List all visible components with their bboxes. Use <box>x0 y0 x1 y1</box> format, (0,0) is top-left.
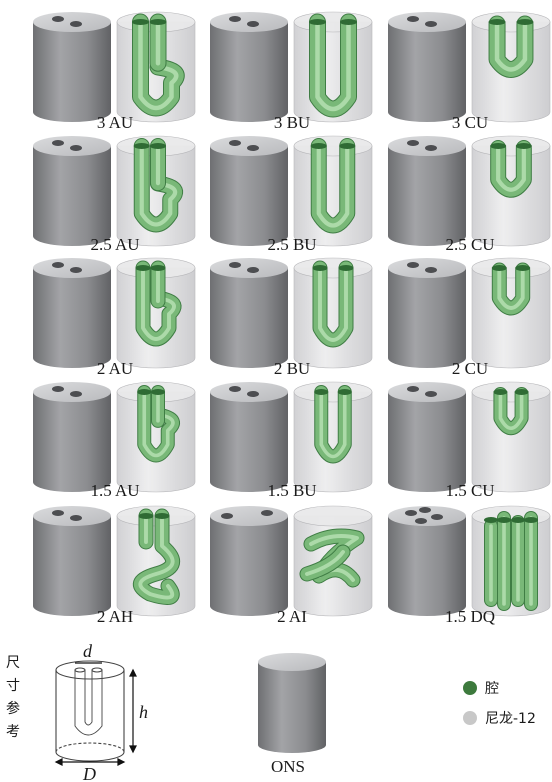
cell-15cu: 1.5 CU <box>388 381 551 500</box>
cell-label: 2.5 BU <box>267 235 316 254</box>
cell-label: 2 AH <box>97 607 133 626</box>
cells-layer: 3 AU 3 BU 3 CU 2.5 AU 2.5 BU 2.5 CU 2 AU 2 BU 2 … <box>33 11 551 626</box>
cell-label: 3 BU <box>274 113 310 132</box>
dim-title-char-3: 参 <box>6 700 20 717</box>
dim-title-char-2: 寸 <box>6 678 20 694</box>
cell-2bu: 2 BU <box>210 257 373 378</box>
cavity-tube <box>132 13 185 117</box>
solid-cylinder <box>388 258 466 368</box>
cavity-tube <box>488 15 534 78</box>
dimension-sketch-cylinder <box>55 660 125 762</box>
cavity-tube <box>493 387 529 436</box>
transparent-cylinder <box>471 381 551 493</box>
solid-cylinder <box>33 382 111 492</box>
cavity-tube <box>133 508 180 606</box>
solid-cylinder <box>210 258 288 368</box>
cell-25bu: 2.5 BU <box>210 135 373 254</box>
dim-D-label: D <box>82 764 96 782</box>
legend-swatch-cavity <box>463 681 477 695</box>
solid-cylinder <box>210 506 288 616</box>
cavity-tube <box>137 385 180 463</box>
cell-25cu: 2.5 CU <box>388 135 551 254</box>
dim-h-label: h <box>139 702 148 722</box>
cell-3cu: 3 CU <box>388 11 551 132</box>
cavity-tube <box>312 260 354 348</box>
cavity-tube <box>135 260 182 347</box>
solid-cylinder <box>388 382 466 492</box>
cell-2ah: 2 AH <box>33 505 196 626</box>
reference-cylinder-ons: ONS <box>258 653 326 776</box>
cell-label: 3 AU <box>97 113 133 132</box>
dimension-arrows <box>54 662 137 766</box>
legend-label-cavity: 腔 <box>485 681 499 697</box>
cavity-tube <box>484 511 538 611</box>
cell-25au: 2.5 AU <box>33 135 196 254</box>
dim-title-char-4: 考 <box>6 724 20 740</box>
cell-label: 1.5 DQ <box>445 607 495 626</box>
dim-d-label: d <box>83 641 93 661</box>
solid-cylinder <box>210 12 288 122</box>
cavity-tube <box>314 385 352 464</box>
cell-label: 2 AI <box>277 607 307 626</box>
cell-label: 2 AU <box>97 359 133 378</box>
cell-label: 1.5 AU <box>90 481 139 500</box>
solid-cylinder <box>388 12 466 122</box>
cell-label: 2 CU <box>452 359 488 378</box>
solid-cylinder <box>210 382 288 492</box>
cell-label: 2 BU <box>274 359 310 378</box>
cavity-tube <box>310 138 356 234</box>
solid-cylinder <box>388 136 466 246</box>
cavity-tube <box>299 528 365 588</box>
cell-label: 1.5 BU <box>267 481 316 500</box>
legend-label-nylon: 尼龙-12 <box>485 711 536 727</box>
cell-label: 2.5 AU <box>90 235 139 254</box>
cell-2ai: 2 AI <box>210 505 373 626</box>
cell-3au: 3 AU <box>33 11 196 132</box>
cavity-tube <box>133 138 184 233</box>
cavity-tube <box>491 262 531 316</box>
cell-label: 1.5 CU <box>445 481 494 500</box>
solid-cylinder <box>210 136 288 246</box>
cell-15bu: 1.5 BU <box>210 381 373 500</box>
cell-label: 2.5 CU <box>445 235 494 254</box>
transparent-cylinder <box>293 257 373 369</box>
transparent-cylinder <box>471 257 551 369</box>
solid-cylinder <box>33 12 111 122</box>
dimension-reference: 尺 寸 参 考 d h D <box>6 641 148 782</box>
cell-3bu: 3 BU <box>210 11 373 132</box>
solid-cylinder <box>388 506 466 616</box>
cell-15dq: 1.5 DQ <box>388 505 551 626</box>
dim-title-char-1: 尺 <box>6 655 20 671</box>
legend: 腔 尼龙-12 <box>463 681 536 727</box>
transparent-cylinder <box>293 381 373 493</box>
solid-cylinder <box>33 258 111 368</box>
legend-swatch-nylon <box>463 711 477 725</box>
cavity-tube <box>490 140 532 198</box>
cell-2au: 2 AU <box>33 257 196 378</box>
cell-15au: 1.5 AU <box>33 381 196 500</box>
cell-label: 3 CU <box>452 113 488 132</box>
solid-cylinder <box>33 136 111 246</box>
cavity-tube <box>309 13 357 118</box>
cell-2cu: 2 CU <box>388 257 551 378</box>
solid-cylinder <box>33 506 111 616</box>
ons-label: ONS <box>271 757 305 776</box>
